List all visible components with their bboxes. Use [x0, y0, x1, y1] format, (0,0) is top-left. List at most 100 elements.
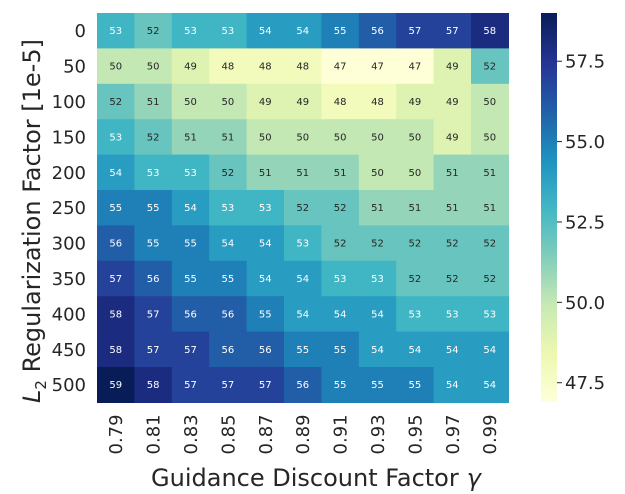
cell-value-label: 53 [184, 168, 197, 179]
heatmap-cell [171, 119, 210, 156]
cell-value-label: 50 [483, 97, 496, 108]
cell-value-label: 47 [409, 62, 422, 73]
heatmap-cell [321, 260, 360, 297]
heatmap-cell [171, 190, 210, 226]
cell-value-label: 51 [446, 168, 459, 179]
cell-value-label: 55 [259, 309, 272, 320]
heatmap-cell [396, 296, 435, 333]
cell-value-label: 48 [222, 62, 235, 73]
heatmap-cell [396, 225, 435, 262]
cell-value-label: 54 [184, 203, 197, 214]
colorbar [541, 13, 557, 402]
cell-value-label: 51 [483, 168, 496, 179]
heatmap-cell [209, 48, 248, 85]
cell-value-label: 54 [259, 26, 272, 37]
heatmap-cell [171, 331, 210, 368]
heatmap-cell [134, 154, 173, 191]
heatmap-cell [246, 225, 285, 262]
cell-value-label: 52 [371, 239, 384, 250]
cell-value-label: 58 [483, 26, 496, 37]
cell-value-label: 55 [334, 345, 347, 356]
heatmap-cell [171, 367, 210, 403]
y-tick-label: 300 [52, 234, 86, 255]
cell-value-label: 58 [109, 345, 122, 356]
cell-value-label: 53 [371, 274, 384, 285]
cell-value-label: 48 [371, 97, 384, 108]
heatmap-cell [246, 367, 285, 403]
cell-value-label: 55 [222, 274, 235, 285]
heatmap-cell [134, 296, 173, 333]
heatmap-cell [433, 367, 472, 403]
cell-value-label: 50 [222, 97, 235, 108]
x-axis-title-symbol: γ [467, 464, 483, 492]
cell-value-label: 49 [446, 97, 459, 108]
heatmap-cell [433, 190, 472, 226]
cell-value-label: 49 [409, 97, 422, 108]
cell-value-label: 55 [371, 380, 384, 391]
cell-value-label: 52 [147, 26, 160, 37]
cell-value-label: 51 [371, 203, 384, 214]
cell-value-label: 48 [296, 62, 309, 73]
cell-value-label: 53 [109, 132, 122, 143]
cell-value-label: 53 [296, 239, 309, 250]
x-tick-label: 0.93 [368, 414, 389, 454]
cell-value-label: 57 [259, 380, 272, 391]
heatmap-cell [471, 83, 509, 120]
heatmap-cell [134, 225, 173, 262]
cell-value-label: 50 [409, 132, 422, 143]
heatmap-cell [321, 83, 360, 120]
cell-value-label: 57 [109, 274, 122, 285]
cell-value-label: 50 [296, 132, 309, 143]
heatmap-cell [433, 331, 472, 368]
heatmap-cell [284, 154, 322, 191]
cell-value-label: 54 [109, 168, 122, 179]
cell-value-label: 51 [409, 203, 422, 214]
cell-value-label: 53 [147, 168, 160, 179]
heatmap-cell [209, 296, 248, 333]
heatmap-cell [97, 154, 135, 191]
cell-value-label: 54 [371, 345, 384, 356]
cell-value-label: 57 [446, 26, 459, 37]
x-axis-title: Guidance Discount Factor γ [151, 464, 483, 492]
cell-value-label: 54 [222, 239, 235, 250]
y-tick-label: 450 [52, 340, 86, 361]
heatmap-cell [134, 190, 173, 226]
heatmap-cell-labels: 53 52 53 53 54 54 55 56 57 57 58 50 50 49 48 48 48 47 47 47… [109, 26, 496, 391]
colorbar-tick-label: 52.5 [565, 212, 605, 233]
cell-value-label: 58 [109, 309, 122, 320]
heatmap-cell [284, 119, 322, 156]
cell-value-label: 54 [296, 309, 309, 320]
cell-value-label: 57 [184, 380, 197, 391]
heatmap-cell [246, 48, 285, 85]
heatmap-cell [246, 331, 285, 368]
heatmap-cell [209, 225, 248, 262]
cell-value-label: 48 [334, 97, 347, 108]
x-tick-label: 0.97 [443, 414, 464, 454]
cell-value-label: 53 [334, 274, 347, 285]
heatmap-cell [171, 260, 210, 297]
cell-value-label: 56 [147, 274, 160, 285]
cell-value-label: 53 [259, 203, 272, 214]
heatmap-cell [97, 48, 135, 85]
heatmap-cell [171, 154, 210, 191]
cell-value-label: 49 [446, 62, 459, 73]
heatmap-cell [209, 154, 248, 191]
heatmap-cell [471, 154, 509, 191]
heatmap-cell [433, 13, 472, 49]
heatmap-cell [433, 260, 472, 297]
heatmap-cell [321, 225, 360, 262]
cell-value-label: 51 [184, 132, 197, 143]
y-tick-label: 0 [75, 21, 86, 42]
heatmap-cell [97, 190, 135, 226]
colorbar-tick-label: 55.0 [565, 132, 605, 153]
heatmap-cell [284, 83, 322, 120]
y-tick-label: 50 [63, 57, 86, 78]
heatmap-cell [246, 13, 285, 49]
cell-value-label: 50 [184, 97, 197, 108]
cell-value-label: 54 [483, 345, 496, 356]
cell-value-label: 56 [222, 345, 235, 356]
cell-value-label: 55 [184, 274, 197, 285]
x-tick-label: 0.91 [331, 414, 352, 454]
colorbar-tick-label: 57.5 [565, 52, 605, 73]
